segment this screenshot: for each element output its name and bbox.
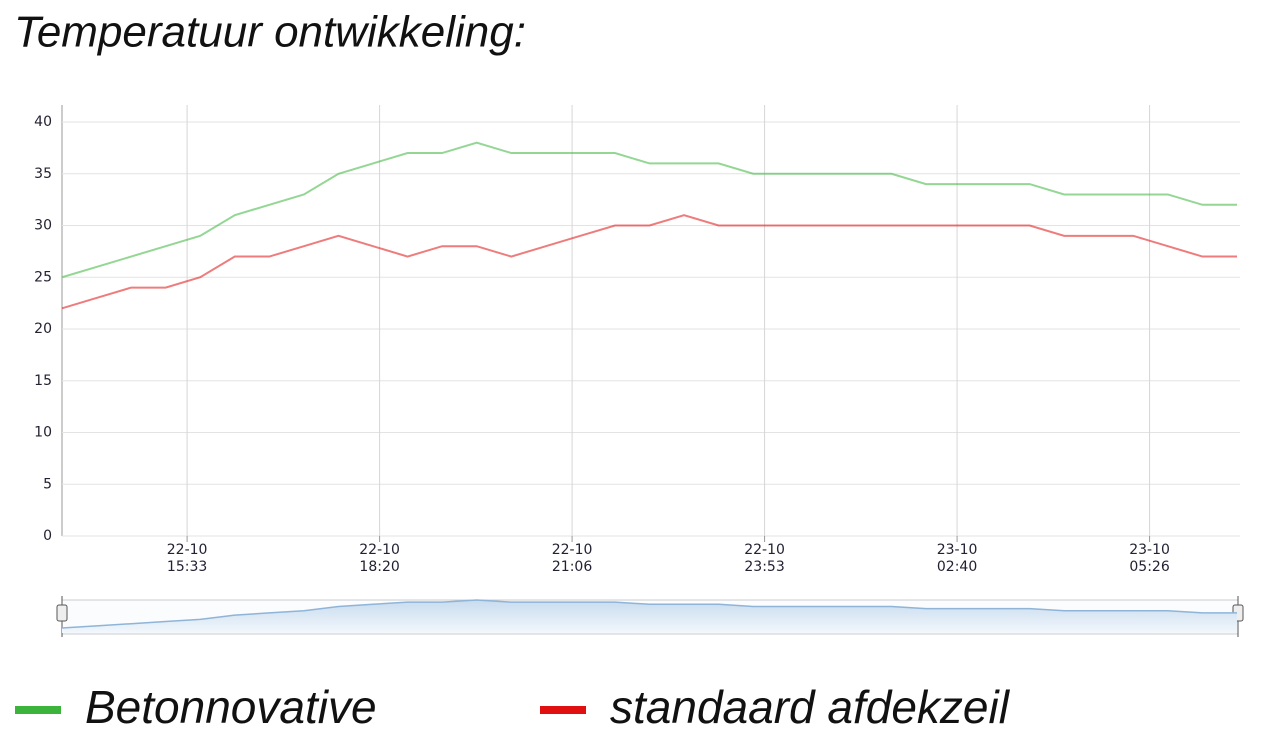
y-tick-label: 0 [43, 528, 52, 544]
legend-swatch [15, 706, 61, 714]
x-tick-label: 22-10 23:53 [744, 542, 785, 575]
y-tick-label: 20 [34, 321, 52, 337]
x-tick-label: 22-10 15:33 [166, 542, 208, 575]
x-tick-label: 22-10 18:20 [359, 542, 400, 575]
legend-swatch [540, 706, 586, 714]
y-tick-label: 35 [34, 166, 52, 182]
navigator-handle[interactable] [56, 604, 68, 622]
chart-title: Temperatuur ontwikkeling: [14, 8, 526, 57]
y-tick-label: 5 [43, 476, 52, 492]
y-tick-label: 25 [34, 269, 52, 285]
legend-label: Betonnovative [85, 681, 377, 733]
y-tick-label: 30 [34, 218, 52, 234]
series-line [61, 141, 1237, 279]
series-line [61, 214, 1237, 310]
x-tick-label: 22-10 21:06 [551, 542, 593, 575]
navigator-area [62, 600, 1237, 633]
x-tick-label: 23-10 05:26 [1129, 542, 1170, 575]
navigator-line [61, 599, 1237, 629]
x-tick-label: 23-10 02:40 [936, 542, 978, 575]
y-tick-label: 15 [34, 373, 52, 389]
y-tick-label: 10 [34, 425, 52, 441]
legend-label: standaard afdekzeil [610, 681, 1011, 733]
y-tick-label: 40 [34, 114, 52, 130]
